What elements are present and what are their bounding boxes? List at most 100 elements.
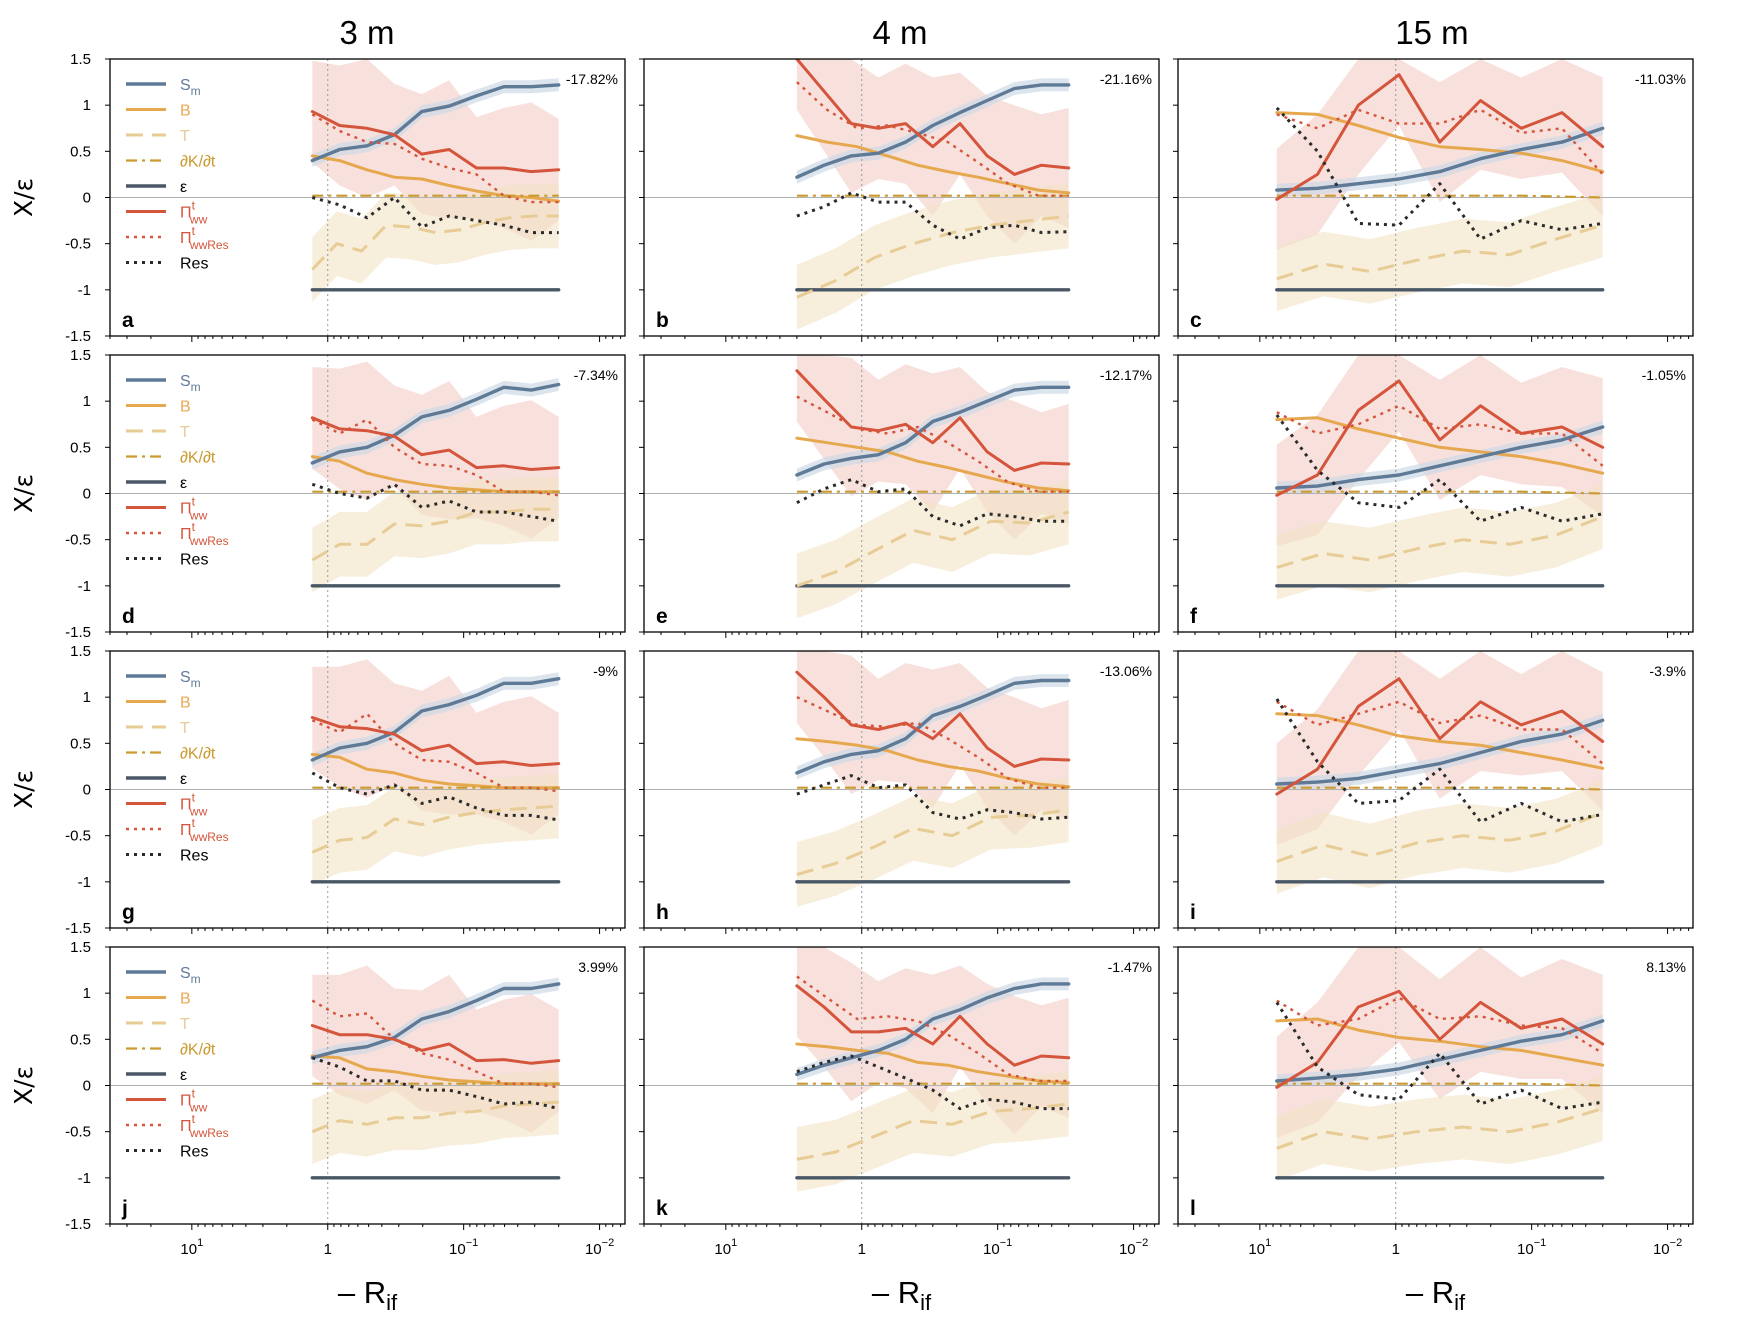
- x-tick-label: 1: [1392, 1241, 1400, 1258]
- x-tick-label: 10−2: [1119, 1237, 1148, 1258]
- x-axis-label: – Rif: [1406, 1275, 1466, 1315]
- series-Sm-line: [795, 982, 1071, 1077]
- y-axis-label: X/ε: [9, 1066, 38, 1105]
- series-Res-line: [796, 191, 1069, 241]
- column-title-15m: 15 m: [1395, 14, 1468, 51]
- percent-label: 3.99%: [578, 959, 618, 975]
- series-Pi-line: [795, 670, 1071, 768]
- plot-area-c: [1178, 59, 1693, 336]
- y-tick-label: -1.5: [65, 328, 91, 345]
- column-title-3m: 3 m: [339, 14, 394, 51]
- y-tick-label: -1: [78, 578, 91, 595]
- series-Res-line: [796, 774, 1069, 821]
- panel-letter: k: [656, 1197, 668, 1220]
- t-band: [312, 183, 559, 302]
- panel-letter: h: [656, 901, 669, 924]
- series-Pi-line: [310, 416, 561, 471]
- plot-area-a: [110, 59, 625, 336]
- pi-band: [1276, 355, 1603, 547]
- series-T-line: [796, 510, 1070, 588]
- x-tick-label: 10−2: [585, 1237, 614, 1258]
- y-tick-label: 1.5: [70, 347, 91, 364]
- percent-label: -21.16%: [1100, 71, 1152, 87]
- percent-label: -3.9%: [1649, 663, 1686, 679]
- legend-label-B: B: [180, 695, 191, 712]
- percent-label: 8.13%: [1646, 959, 1686, 975]
- legend-label-dKdt: ∂K/∂t: [180, 746, 216, 763]
- series-T-line: [311, 804, 559, 854]
- plot-area-k: [644, 947, 1159, 1224]
- t-band: [312, 773, 559, 885]
- y-tick-label: 0: [83, 1078, 91, 1095]
- series-B-line: [1275, 712, 1605, 770]
- series-PiRes-line: [1276, 700, 1604, 765]
- series-Sm-line: [310, 382, 561, 465]
- percent-label: -13.06%: [1100, 663, 1152, 679]
- t-band: [1276, 192, 1603, 312]
- series-Sm-line: [1275, 425, 1605, 490]
- series-B-line: [795, 1042, 1071, 1085]
- y-tick-label: 0.5: [70, 1031, 91, 1048]
- y-tick-label: 0: [83, 486, 91, 503]
- y-tick-label: 1.5: [70, 643, 91, 660]
- panel-letter: b: [656, 309, 669, 332]
- series-PiRes-line: [311, 418, 559, 497]
- plot-area-j: [110, 947, 625, 1224]
- panel-letter: e: [656, 605, 668, 628]
- series-Sm-line: [310, 677, 561, 762]
- series-Res-line: [311, 1056, 560, 1111]
- plot-area-h: [644, 651, 1159, 928]
- series-PiRes-line: [1276, 996, 1604, 1055]
- legend-label-Sm: Sm: [180, 373, 201, 394]
- column-titles: 3 m 4 m 15 m: [339, 14, 1468, 51]
- legend-label-Sm: Sm: [180, 77, 201, 98]
- legend-label-T: T: [180, 1016, 190, 1033]
- y-tick-label: -1: [78, 282, 91, 299]
- series-PiRes-line: [796, 696, 1069, 789]
- y-tick-label: 1.5: [70, 939, 91, 956]
- t-band: [796, 479, 1069, 619]
- legend-label-PiRes: Πt wwRes: [180, 224, 229, 252]
- legend-label-dKdt: ∂K/∂t: [180, 1042, 216, 1059]
- legend-label-T: T: [180, 128, 190, 145]
- panel-letter: a: [122, 309, 134, 332]
- y-tick-label: 1: [83, 393, 91, 410]
- y-tick-label: 0.5: [70, 143, 91, 160]
- t-band: [796, 1071, 1069, 1192]
- series-Sm-line: [1275, 126, 1605, 192]
- series-B-line: [310, 752, 561, 790]
- panel-k: 101 1 10−1 10−2 k -1.47%: [639, 946, 1160, 1258]
- legend-label-Pi: Πt ww: [180, 199, 208, 227]
- series-PiRes-line: [1276, 108, 1604, 176]
- legend-label-PiRes: Πt wwRes: [180, 520, 229, 548]
- panel-letter: c: [1190, 309, 1202, 332]
- legend-label-Pi: Πt ww: [180, 791, 208, 819]
- series-Res-line: [796, 1054, 1069, 1111]
- sm-band: [1276, 420, 1603, 495]
- percent-label: -17.82%: [566, 71, 618, 87]
- panel-a: 1.5 1 0.5 0 -0.5 -1 -1.5 a -17.82% Sm BT ∂K/∂t ε Πt ww…: [65, 51, 626, 345]
- panel-f: f -1.05%: [1173, 354, 1694, 638]
- plot-area-d: [110, 355, 625, 632]
- panel-h: h -13.06%: [639, 650, 1160, 934]
- series-Pi-line: [1275, 989, 1605, 1089]
- series-Sm-line: [795, 385, 1071, 477]
- series-PiRes-line: [311, 113, 559, 204]
- y-tick-label: 0: [83, 782, 91, 799]
- y-tick-label: -1: [78, 874, 91, 891]
- t-band: [312, 1069, 559, 1164]
- y-tick-label: -0.5: [65, 532, 91, 549]
- series-B-line: [1275, 416, 1605, 475]
- pi-band: [1276, 651, 1603, 845]
- legend-label-B: B: [180, 399, 191, 416]
- series-T-line: [311, 507, 559, 562]
- percent-label: -1.05%: [1642, 367, 1686, 383]
- legend-label-eps: ε: [180, 1067, 187, 1084]
- sm-band: [312, 672, 559, 767]
- legend-label-Res: Res: [180, 848, 208, 865]
- percent-label: -11.03%: [1635, 71, 1686, 87]
- y-axis-label: X/ε: [9, 770, 38, 809]
